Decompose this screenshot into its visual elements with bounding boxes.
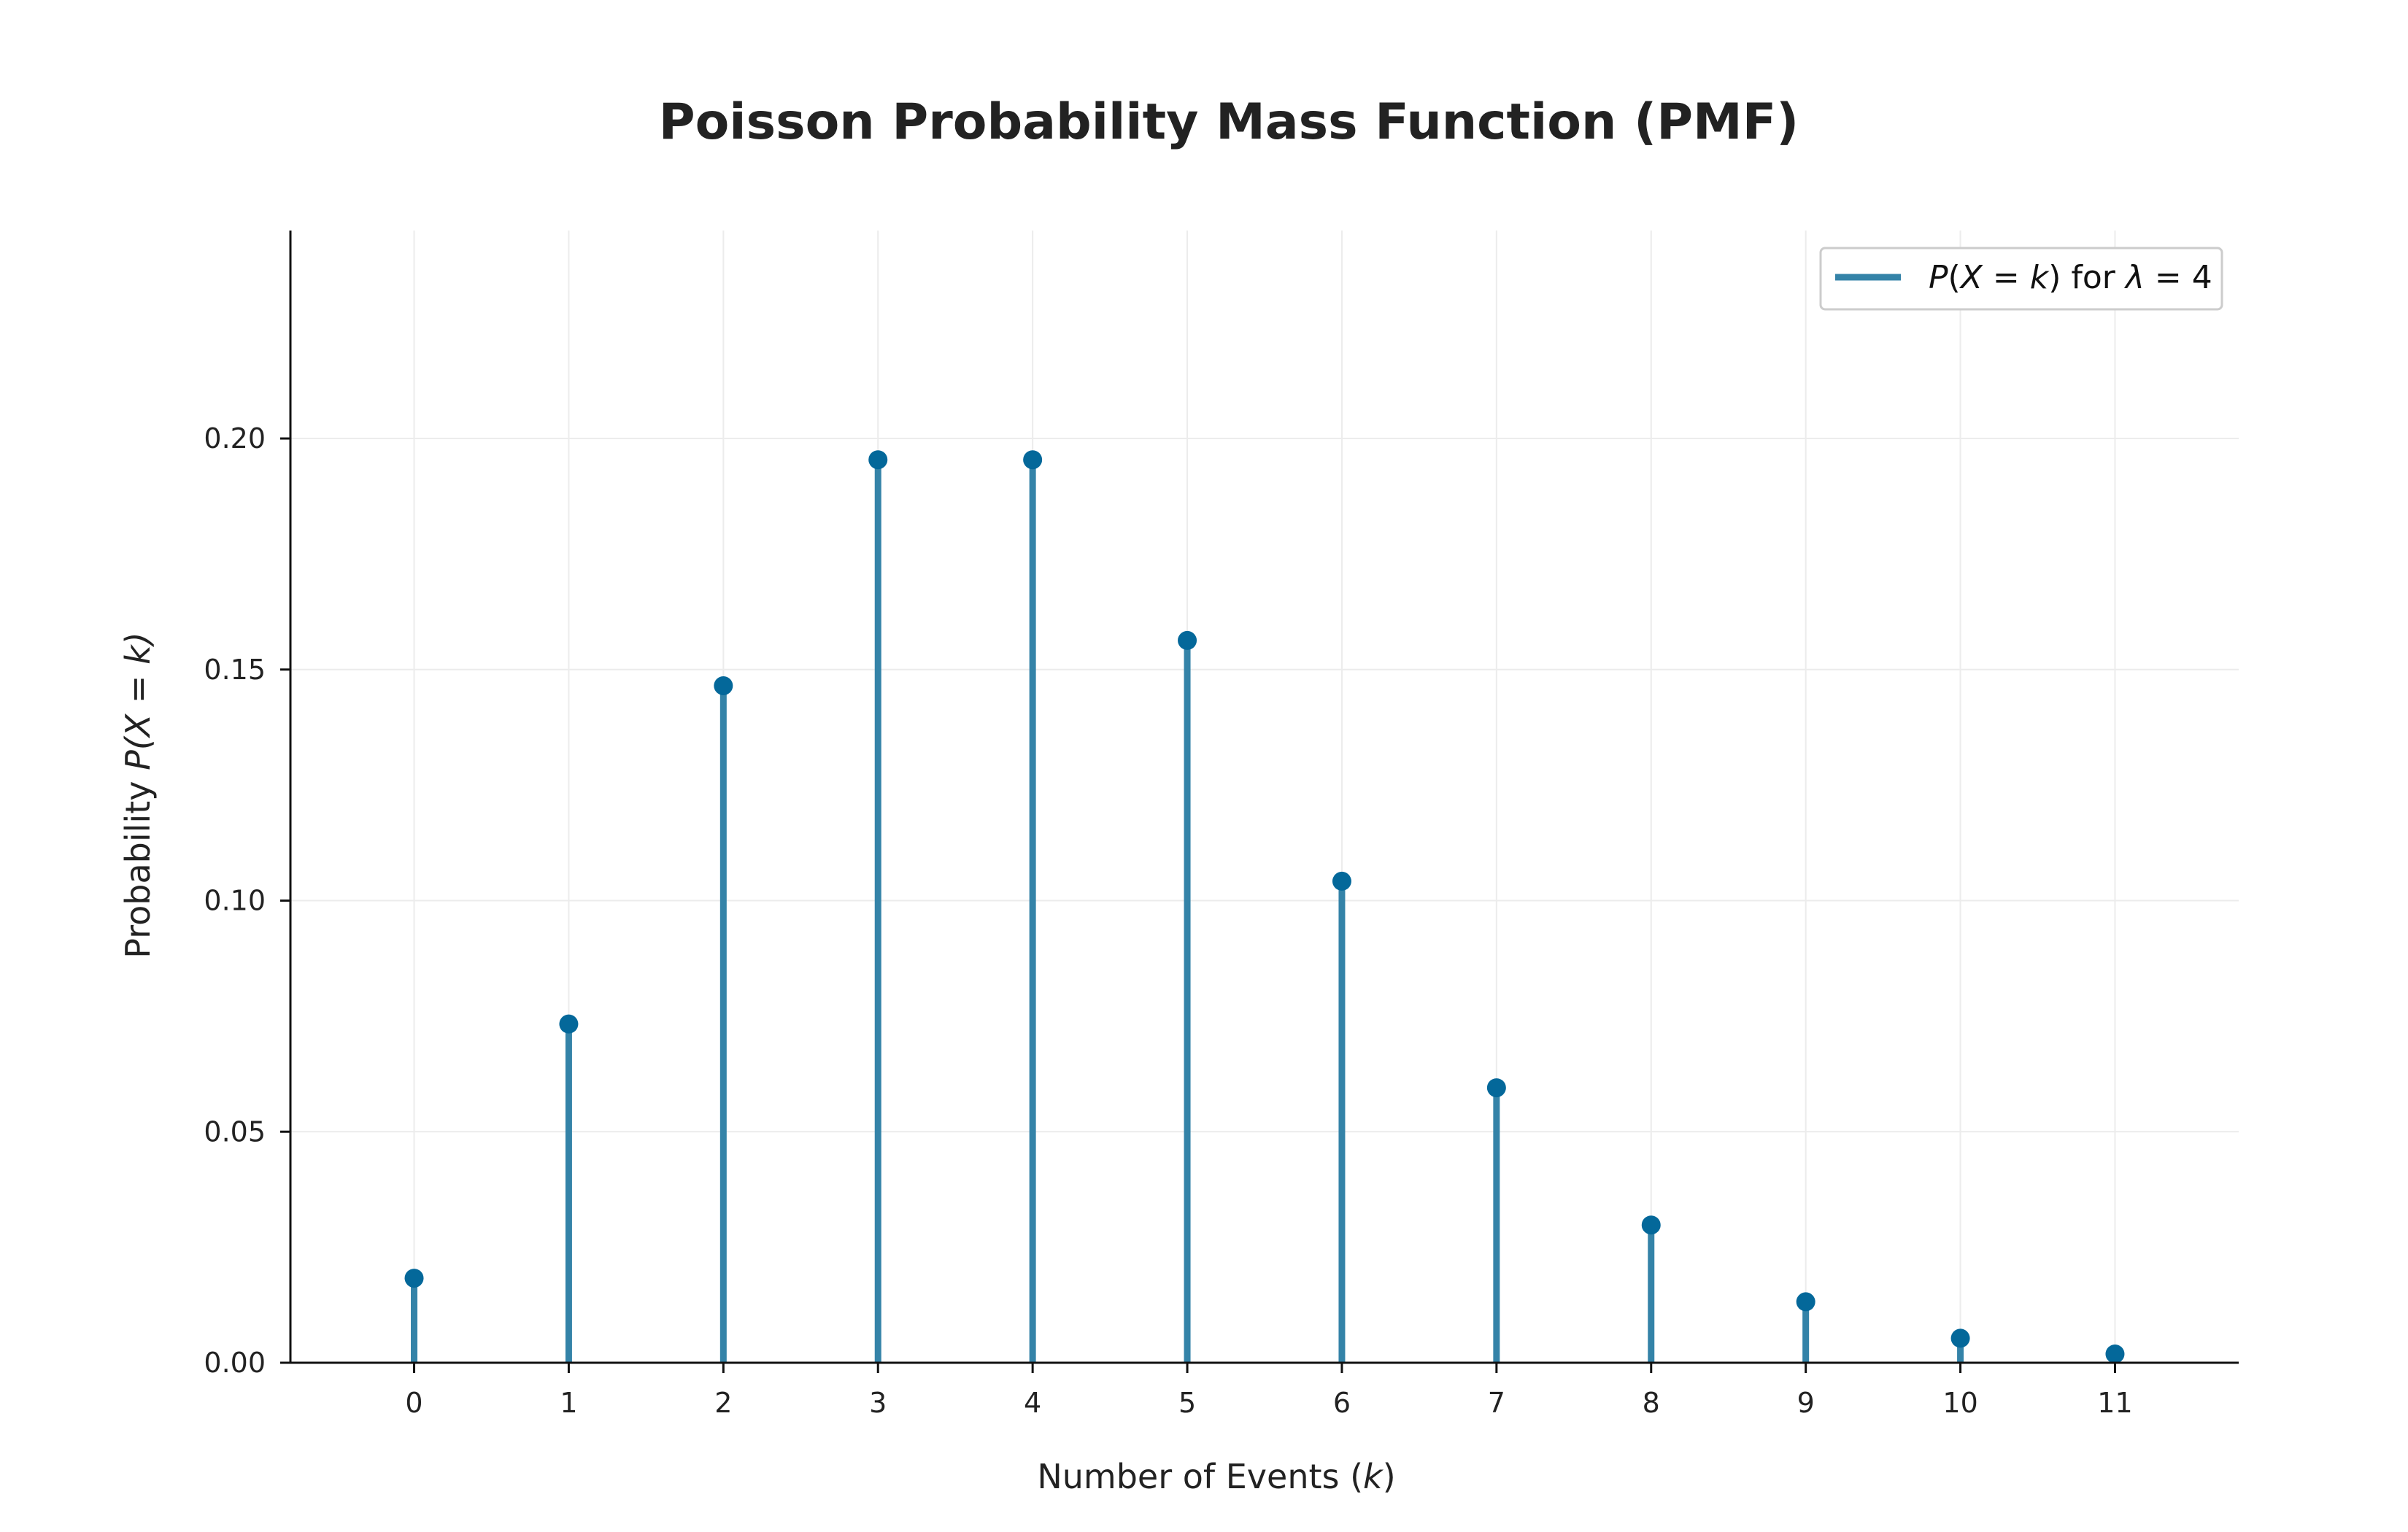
y-tick-labels: 0.00 0.05 0.10 0.15 0.20	[204, 422, 266, 1379]
x-tick-label-7: 7	[1488, 1387, 1505, 1419]
y-tick-label-2: 0.10	[204, 885, 266, 917]
stem-marker-1	[559, 1014, 579, 1034]
chart-title: Poisson Probability Mass Function (PMF)	[659, 93, 1799, 151]
stem-marker-0	[404, 1269, 424, 1288]
x-tick-label-4: 4	[1024, 1387, 1041, 1419]
stem-marker-5	[1178, 630, 1197, 650]
y-tick-label-0: 0.00	[204, 1347, 266, 1379]
legend-entry-label: P(X = k) for λ = 4	[1929, 259, 2212, 296]
stem-marker-6	[1332, 871, 1351, 891]
stem-marker-10	[1950, 1328, 1970, 1348]
x-tick-label-5: 5	[1178, 1387, 1196, 1419]
y-tick-label-3: 0.15	[204, 654, 266, 686]
stem-marker-8	[1641, 1215, 1661, 1235]
legend-box	[1819, 247, 2223, 311]
stem-marker-3	[868, 450, 888, 470]
x-tick-label-11: 11	[2097, 1387, 2132, 1419]
x-tick-labels: 0 1 2 3 4 5 6 7 8 9 10 11	[405, 1387, 2132, 1419]
x-tick-label-0: 0	[405, 1387, 422, 1419]
x-axis-label: Number of Events (k)	[1037, 1457, 1395, 1496]
y-axis-label: Probability P(X = k)	[118, 632, 158, 958]
x-tick-label-9: 9	[1797, 1387, 1815, 1419]
x-tick-label-8: 8	[1643, 1387, 1660, 1419]
axes	[280, 231, 2239, 1373]
x-tick-label-1: 1	[560, 1387, 577, 1419]
legend: P(X = k) for λ = 4	[1819, 247, 2223, 311]
grid-lines	[290, 231, 2239, 1363]
stem-marker-2	[714, 676, 733, 695]
stem-marker-9	[1796, 1292, 1815, 1312]
stem-marker-4	[1023, 450, 1043, 470]
x-tick-label-6: 6	[1333, 1387, 1351, 1419]
x-tick-label-3: 3	[869, 1387, 887, 1419]
stem-marker-7	[1486, 1078, 1506, 1098]
y-tick-label-4: 0.20	[204, 422, 266, 454]
y-tick-label-1: 0.05	[204, 1115, 266, 1148]
x-tick-label-10: 10	[1942, 1387, 1977, 1419]
x-tick-label-2: 2	[714, 1387, 732, 1419]
stem-series	[404, 450, 2125, 1363]
stem-marker-11	[2105, 1344, 2125, 1363]
